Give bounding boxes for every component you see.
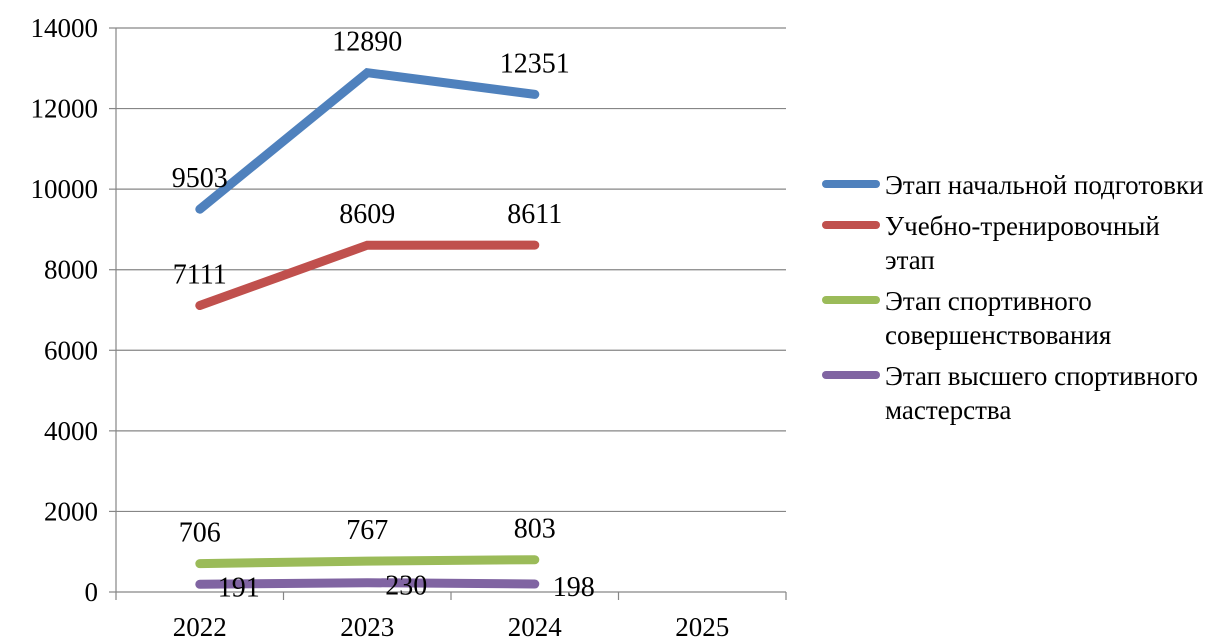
data-label: 8611: [507, 199, 562, 230]
data-label: 12351: [500, 48, 570, 79]
data-label: 8609: [339, 199, 395, 230]
x-tick-label: 2022: [173, 612, 227, 639]
data-label: 803: [514, 514, 556, 545]
data-label: 7111: [173, 260, 227, 291]
x-tick-label: 2023: [340, 612, 394, 639]
series-line: [195, 555, 540, 569]
y-tick-label: 10000: [31, 174, 99, 204]
legend-swatch: [822, 180, 880, 188]
legend-item: Этап спортивного совершенствования: [822, 284, 1214, 352]
data-label: 230: [385, 571, 427, 602]
data-label: 12890: [332, 27, 402, 58]
legend-item: Учебно-тренировочный этап: [822, 209, 1214, 277]
y-tick-label: 6000: [44, 335, 98, 365]
series-line: [195, 240, 540, 310]
data-label: 767: [346, 515, 388, 546]
series-line: [195, 578, 540, 589]
y-tick-label: 14000: [31, 13, 99, 43]
data-label: 706: [179, 518, 221, 549]
legend-item: Этап высшего спортивного мастерства: [822, 359, 1214, 427]
y-tick-label: 2000: [44, 496, 98, 526]
y-tick-label: 8000: [44, 255, 98, 285]
data-labels: 9503 12890 12351 7111 8609 8611 706 767 803 191 23…: [172, 27, 595, 604]
legend-swatch: [822, 371, 880, 379]
legend-label: Этап спортивного совершенствования: [885, 286, 1112, 350]
legend-label: Этап высшего спортивного мастерства: [885, 361, 1199, 425]
legend-label: Учебно-тренировочный этап: [885, 211, 1160, 275]
y-tick-label: 4000: [44, 416, 98, 446]
legend-swatch: [822, 296, 880, 304]
legend-item: Этап начальной подготовки: [822, 168, 1214, 202]
x-tick-label: 2025: [675, 612, 729, 639]
legend-swatch: [822, 221, 880, 229]
legend: Этап начальной подготовки Учебно-трениро…: [822, 168, 1214, 434]
y-tick-label: 0: [85, 577, 99, 607]
series-line: [195, 67, 540, 214]
data-label: 191: [218, 572, 260, 603]
x-tick-label: 2024: [508, 612, 563, 639]
axes: 0 2000 4000 6000 8000 10000 12000 14000 2022 2023…: [31, 13, 787, 639]
data-label: 9503: [172, 163, 228, 194]
legend-label: Этап начальной подготовки: [885, 170, 1204, 200]
series-lines: [195, 67, 540, 589]
y-tick-label: 12000: [31, 94, 99, 124]
data-label: 198: [553, 572, 595, 603]
